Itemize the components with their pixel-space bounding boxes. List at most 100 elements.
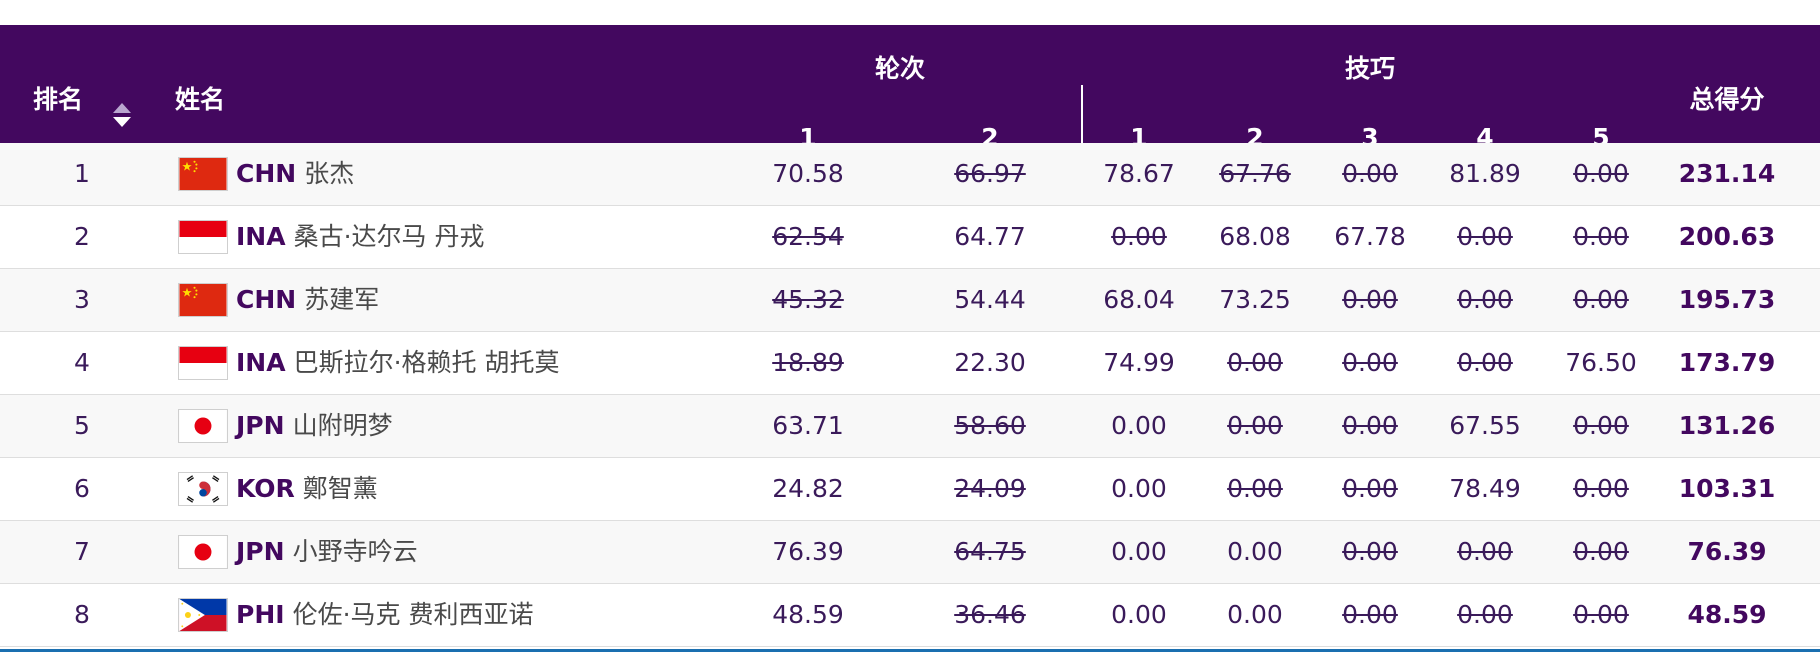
rank-cell: 5: [74, 411, 90, 440]
trick-3-score: 0.00: [1342, 348, 1398, 377]
table-row[interactable]: 2 INA 桑古·达尔马 丹戎 62.54 64.77 0.00 68.08 67.78 0.0…: [0, 206, 1820, 269]
trick-4-score: 0.00: [1457, 348, 1513, 377]
trick-4-score: 67.55: [1449, 411, 1521, 440]
athlete-cell[interactable]: CHN 张杰: [178, 143, 738, 205]
athlete-name[interactable]: 鄭智薰: [302, 474, 378, 503]
table-row[interactable]: 5 JPN 山附明梦 63.71 58.60 0.00 0.00 0.00 67.55 0.00 1…: [0, 395, 1820, 458]
table-row[interactable]: 3 CHN 苏建军 45.32 54.44 68.04 73.25 0.00 0.00 0.00 1…: [0, 269, 1820, 332]
name-header: 姓名: [174, 85, 225, 114]
round-2-score: 58.60: [954, 411, 1026, 440]
trick-3-score: 0.00: [1342, 159, 1398, 188]
korea-flag-icon: [178, 472, 228, 506]
round-1-score: 24.82: [772, 474, 844, 503]
table-bottom-rule: [0, 649, 1820, 652]
trick-1-score: 78.67: [1103, 159, 1175, 188]
athlete-name[interactable]: 张杰: [304, 159, 355, 188]
trick-5-score: 0.00: [1573, 537, 1629, 566]
table-row[interactable]: 1 CHN 张杰 70.58 66.97 78.67 67.76 0.00 81.89 0.00 2…: [0, 143, 1820, 206]
trick-2-score: 68.08: [1219, 222, 1291, 251]
trick-5-score: 0.00: [1573, 159, 1629, 188]
rank-cell: 7: [74, 537, 90, 566]
round-1-score: 70.58: [772, 159, 844, 188]
round-1-score: 48.59: [772, 600, 844, 629]
athlete-name[interactable]: 苏建军: [304, 285, 380, 314]
trick-4-score: 0.00: [1457, 537, 1513, 566]
trick-2-score: 73.25: [1219, 285, 1291, 314]
round-2-score: 66.97: [954, 159, 1026, 188]
trick-5-score: 76.50: [1565, 348, 1637, 377]
table-row[interactable]: 7 JPN 小野寺吟云 76.39 64.75 0.00 0.00 0.00 0.00 0.00 7…: [0, 521, 1820, 584]
athlete-name[interactable]: 桑古·达尔马 丹戎: [293, 222, 485, 251]
trick-2-score: 0.00: [1227, 474, 1283, 503]
trick-1-score: 0.00: [1111, 411, 1167, 440]
table-row[interactable]: 6 KOR 鄭智薰 24.82 24.09 0.00 0.00 0.00 78.49 0.00 10…: [0, 458, 1820, 521]
noc-code: JPN: [236, 411, 285, 440]
rank-cell: 3: [74, 285, 90, 314]
athlete-cell[interactable]: JPN 小野寺吟云: [178, 521, 738, 583]
trick-1-score: 0.00: [1111, 222, 1167, 251]
athlete-name[interactable]: 山附明梦: [292, 411, 393, 440]
total-score: 173.79: [1678, 348, 1776, 377]
round-2-score: 24.09: [954, 474, 1026, 503]
rank-cell: 6: [74, 474, 90, 503]
table-header: 排名 姓名 轮次 1 2 技巧 1 2 3 4 5 总得分: [0, 25, 1820, 152]
group-divider: [1081, 85, 1083, 143]
total-score: 200.63: [1678, 222, 1776, 251]
trick-4-score: 0.00: [1457, 222, 1513, 251]
athlete-cell[interactable]: PHI 伦佐·马克 费利西亚诺: [178, 584, 738, 646]
noc-code: INA: [236, 222, 286, 251]
china-flag-icon: [178, 157, 228, 191]
trick-3-score: 0.00: [1342, 474, 1398, 503]
round-2-score: 22.30: [954, 348, 1026, 377]
rank-header[interactable]: 排名: [32, 85, 83, 114]
trick-4-score: 0.00: [1457, 285, 1513, 314]
athlete-cell[interactable]: INA 桑古·达尔马 丹戎: [178, 206, 738, 268]
athlete-name[interactable]: 伦佐·马克 费利西亚诺: [292, 600, 534, 629]
indonesia-flag-icon: [178, 220, 228, 254]
athlete-cell[interactable]: CHN 苏建军: [178, 269, 738, 331]
table-body: 1 CHN 张杰 70.58 66.97 78.67 67.76 0.00 81.89 0.00 2…: [0, 143, 1820, 647]
indonesia-flag-icon: [178, 346, 228, 380]
round-1-score: 63.71: [772, 411, 844, 440]
total-score: 131.26: [1678, 411, 1776, 440]
china-flag-icon: [178, 283, 228, 317]
athlete-cell[interactable]: JPN 山附明梦: [178, 395, 738, 457]
trick-5-score: 0.00: [1573, 474, 1629, 503]
total-header: 总得分: [1689, 85, 1765, 114]
round-2-score: 64.77: [954, 222, 1026, 251]
athlete-cell[interactable]: KOR 鄭智薰: [178, 458, 738, 520]
table-row[interactable]: 4 INA 巴斯拉尔·格赖托 胡托莫 18.89 22.30 74.99 0.00 0.00 0…: [0, 332, 1820, 395]
trick-1-score: 68.04: [1103, 285, 1175, 314]
rank-cell: 2: [74, 222, 90, 251]
round-2-score: 36.46: [954, 600, 1026, 629]
noc-code: CHN: [236, 285, 297, 314]
noc-code: KOR: [236, 474, 295, 503]
trick-1-score: 0.00: [1111, 537, 1167, 566]
trick-5-score: 0.00: [1573, 222, 1629, 251]
japan-flag-icon: [178, 409, 228, 443]
total-score: 231.14: [1678, 159, 1776, 188]
total-score: 76.39: [1687, 537, 1767, 566]
trick-4-score: 78.49: [1449, 474, 1521, 503]
trick-5-score: 0.00: [1573, 600, 1629, 629]
athlete-name[interactable]: 小野寺吟云: [292, 537, 418, 566]
round-1-score: 62.54: [772, 222, 844, 251]
table-row[interactable]: 8 PHI 伦佐·马克 费利西亚诺 48.59 36.46 0.00 0.00 0.00 0.0…: [0, 584, 1820, 647]
sort-icon[interactable]: [111, 101, 133, 129]
philippines-flag-icon: [178, 598, 228, 632]
results-table: 排名 姓名 轮次 1 2 技巧 1 2 3 4 5 总得分 1 CHN 张杰 70.5…: [0, 25, 1820, 647]
total-score: 48.59: [1687, 600, 1767, 629]
trick-5-score: 0.00: [1573, 285, 1629, 314]
noc-code: INA: [236, 348, 286, 377]
trick-5-score: 0.00: [1573, 411, 1629, 440]
trick-2-score: 0.00: [1227, 411, 1283, 440]
athlete-name[interactable]: 巴斯拉尔·格赖托 胡托莫: [293, 348, 560, 377]
trick-3-score: 0.00: [1342, 285, 1398, 314]
trick-3-score: 67.78: [1334, 222, 1406, 251]
trick-4-score: 0.00: [1457, 600, 1513, 629]
noc-code: JPN: [236, 537, 285, 566]
round-1-score: 76.39: [772, 537, 844, 566]
trick-2-score: 0.00: [1227, 600, 1283, 629]
athlete-cell[interactable]: INA 巴斯拉尔·格赖托 胡托莫: [178, 332, 738, 394]
rank-cell: 1: [74, 159, 90, 188]
